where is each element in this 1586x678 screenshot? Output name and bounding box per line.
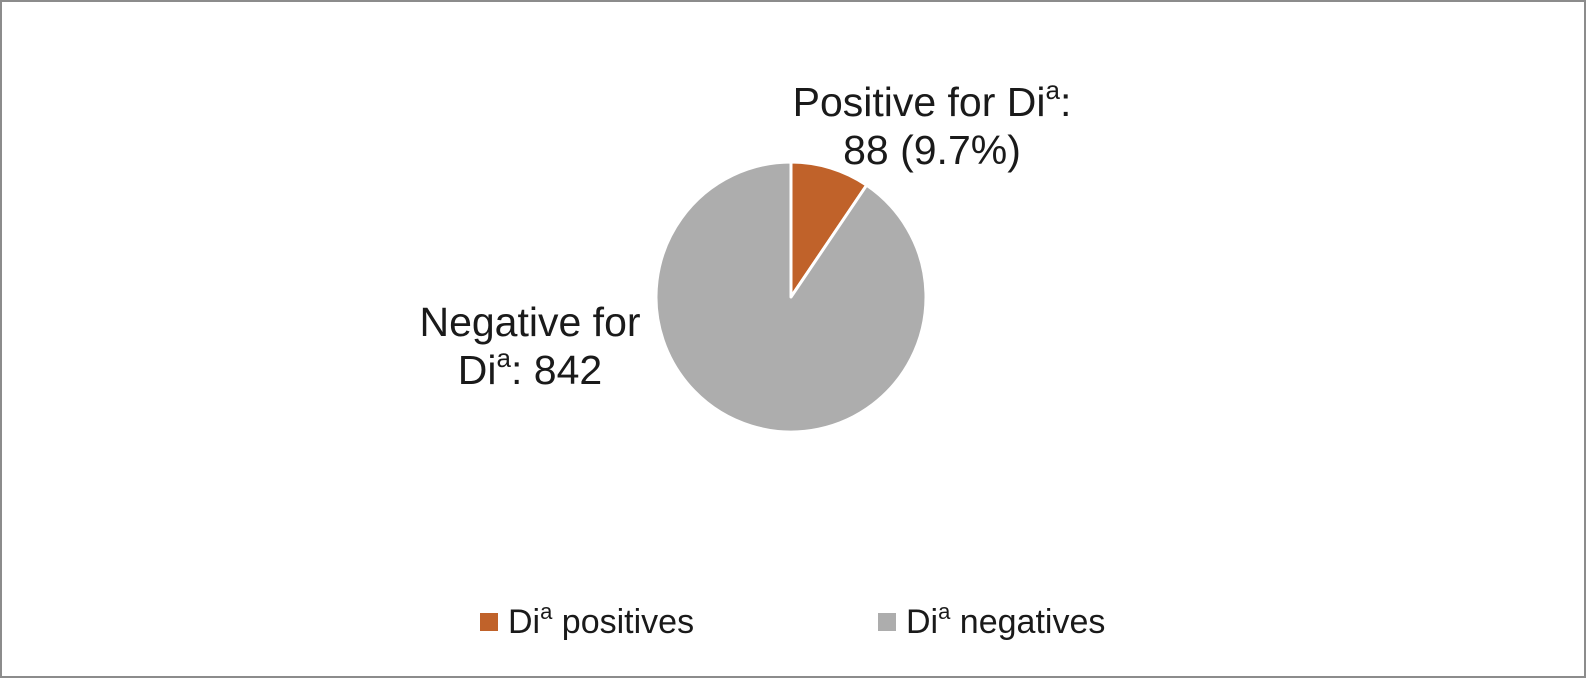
legend-label-positives: Dia positives [508, 599, 695, 641]
data-label-negative-line2: Dia: 842 [457, 343, 603, 393]
legend-label-negatives: Dia negatives [906, 599, 1106, 641]
legend: Dia positives Dia negatives [0, 600, 1586, 644]
legend-item-positives: Dia positives [480, 600, 694, 644]
pie-slice-negatives [654, 160, 928, 434]
data-label-positive-line2: 88 (9.7%) [843, 127, 1021, 173]
data-label-positive: Positive for Dia: 88 (9.7%) [762, 75, 1102, 174]
data-label-positive-line1: Positive for Dia: [792, 75, 1072, 125]
data-label-negative-line1: Negative for [419, 299, 641, 345]
data-label-negative: Negative for Dia: 842 [395, 298, 665, 394]
legend-item-negatives: Dia negatives [878, 600, 1105, 644]
legend-swatch-negatives [878, 613, 896, 631]
pie-slice-positives [789, 160, 869, 299]
legend-swatch-positives [480, 613, 498, 631]
